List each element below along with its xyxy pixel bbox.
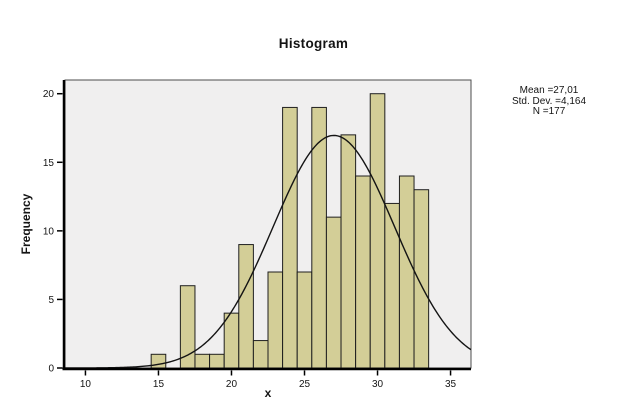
chart-title: Histogram xyxy=(278,36,349,51)
histogram-bar-27 xyxy=(325,216,342,369)
histogram-bar-33 xyxy=(413,189,430,369)
stats-mean: Mean =27,01 xyxy=(519,85,579,96)
y-tick-label-10: 10 xyxy=(43,226,55,237)
histogram-bar-29 xyxy=(355,175,371,369)
histogram-bar-20 xyxy=(223,312,240,369)
histogram-bar-24 xyxy=(282,106,298,369)
histogram-bar-25 xyxy=(296,271,313,369)
x-tick-label-35: 35 xyxy=(445,379,457,390)
x-tick-label-25: 25 xyxy=(299,379,311,390)
x-tick-label-20: 20 xyxy=(226,379,238,390)
histogram-bar-19 xyxy=(209,353,225,369)
y-tick-label-0: 0 xyxy=(48,364,54,375)
y-tick-label-20: 20 xyxy=(43,89,55,100)
stats-std-dev: Std. Dev. =4,164 xyxy=(511,95,587,107)
x-tick-label-30: 30 xyxy=(372,379,384,390)
y-axis-label: Frequency xyxy=(19,193,33,255)
histogram-bar-32 xyxy=(398,175,415,369)
stats-annotation: Mean =27,01 Std. Dev. =4,164 N =177 xyxy=(494,85,604,118)
x-tick-label-10: 10 xyxy=(80,379,92,390)
histogram-bar-30 xyxy=(369,93,386,369)
x-axis-label: x xyxy=(264,386,272,400)
histogram-bar-31 xyxy=(384,202,400,369)
stats-n: N =177 xyxy=(532,106,566,117)
histogram-bar-15 xyxy=(150,353,167,369)
histogram-bar-28 xyxy=(340,134,357,369)
histogram-bar-21 xyxy=(238,244,254,369)
normal-curve xyxy=(65,134,471,368)
histogram-bar-18 xyxy=(194,353,211,369)
histogram-bar-23 xyxy=(267,271,284,369)
y-tick-label-15: 15 xyxy=(43,158,55,169)
y-tick-label-5: 5 xyxy=(48,295,54,306)
x-tick-label-15: 15 xyxy=(153,379,165,390)
histogram-bar-22 xyxy=(252,340,269,369)
